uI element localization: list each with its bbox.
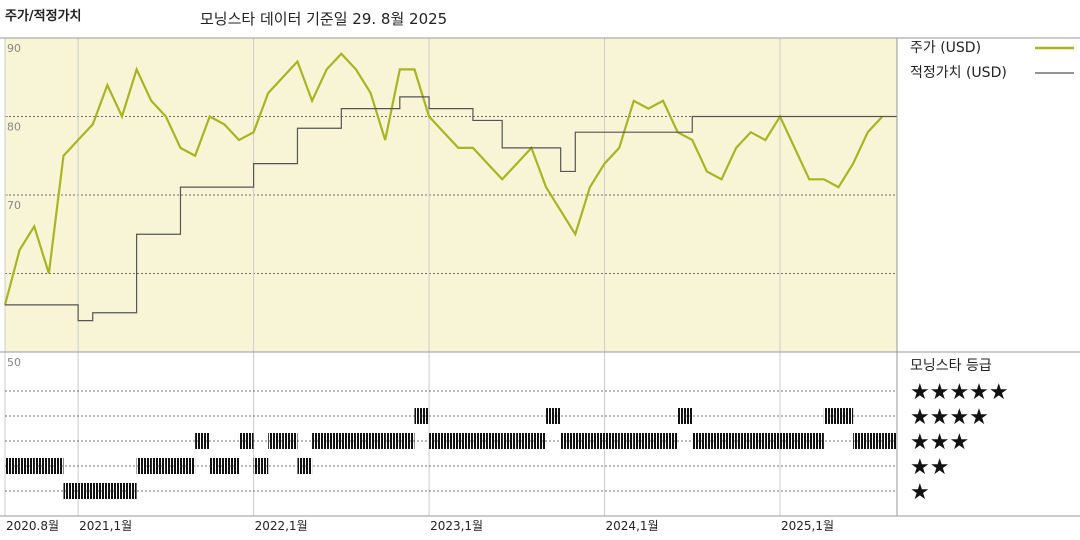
chart-title: 주가/적정가치	[5, 8, 82, 24]
rating-block	[19, 458, 35, 474]
rating-block	[48, 458, 64, 474]
x-tick-label: 2025,1월	[781, 519, 834, 533]
rating-block	[121, 483, 137, 499]
rating-block	[765, 433, 781, 449]
rating-block	[706, 433, 722, 449]
rating-label: ★	[910, 480, 930, 505]
y-tick-label: 90	[7, 42, 21, 55]
rating-block	[180, 458, 196, 474]
rating-block	[355, 433, 371, 449]
x-tick-label: 2020.8월	[6, 519, 59, 533]
y-tick-label: 80	[7, 121, 21, 134]
rating-label: ★★★★	[910, 405, 989, 430]
rating-block	[633, 433, 649, 449]
y-tick-label: 50	[7, 356, 21, 369]
rating-block	[589, 433, 605, 449]
ratings-title: 모닝스타 등급	[910, 358, 992, 374]
y-tick-label: 70	[7, 199, 21, 212]
rating-block	[853, 433, 868, 449]
rating-block	[5, 458, 20, 474]
rating-block	[502, 433, 517, 449]
rating-block	[604, 433, 620, 449]
rating-block	[429, 433, 444, 449]
legend-label: 주가 (USD)	[910, 40, 981, 56]
rating-block	[619, 433, 634, 449]
rating-block	[370, 433, 386, 449]
rating-block	[794, 433, 810, 449]
rating-block	[253, 458, 269, 474]
rating-block	[663, 433, 678, 449]
rating-block	[882, 433, 897, 449]
rating-block	[78, 483, 93, 499]
rating-block	[312, 433, 327, 449]
rating-block	[151, 458, 166, 474]
rating-block	[531, 433, 547, 449]
rating-block	[516, 433, 532, 449]
rating-block	[238, 433, 254, 449]
rating-block	[414, 408, 430, 424]
rating-block	[107, 483, 122, 499]
x-tick-label: 2022,1월	[255, 519, 308, 533]
rating-block	[487, 433, 503, 449]
rating-block	[472, 433, 488, 449]
rating-block	[809, 433, 824, 449]
rating-block	[648, 433, 664, 449]
legend-label: 적정가치 (USD)	[910, 65, 1007, 81]
rating-block	[560, 433, 576, 449]
rating-block	[546, 408, 561, 424]
rating-block	[209, 458, 225, 474]
rating-block	[63, 483, 79, 499]
rating-block	[575, 433, 590, 449]
rating-block	[195, 433, 210, 449]
rating-block	[34, 458, 49, 474]
rating-block	[750, 433, 766, 449]
rating-block	[838, 408, 854, 424]
series-line	[3, 52, 884, 306]
rating-block	[823, 408, 839, 424]
rating-block	[268, 433, 283, 449]
rating-block	[443, 433, 459, 449]
rating-block	[867, 433, 883, 449]
rating-block	[282, 433, 298, 449]
rating-block	[136, 458, 152, 474]
rating-block	[297, 458, 313, 474]
series-line	[5, 96, 897, 322]
x-tick-label: 2021,1월	[79, 519, 132, 533]
rating-label: ★★★	[910, 430, 969, 455]
rating-block	[692, 433, 707, 449]
x-tick-label: 2024,1월	[606, 519, 659, 533]
rating-block	[92, 483, 108, 499]
rating-block	[458, 433, 473, 449]
rating-block	[736, 433, 751, 449]
rating-label: ★★	[910, 455, 949, 480]
chart-subtitle: 모닝스타 데이터 기준일 29. 8월 2025	[200, 10, 447, 28]
x-tick-label: 2023,1월	[430, 519, 483, 533]
rating-block	[224, 458, 239, 474]
rating-label: ★★★★★	[910, 380, 1009, 405]
rating-block	[399, 433, 415, 449]
rating-block	[326, 433, 342, 449]
rating-block	[165, 458, 181, 474]
rating-block	[341, 433, 356, 449]
rating-block	[780, 433, 795, 449]
rating-block	[385, 433, 400, 449]
rating-block	[677, 408, 693, 424]
rating-block	[721, 433, 737, 449]
